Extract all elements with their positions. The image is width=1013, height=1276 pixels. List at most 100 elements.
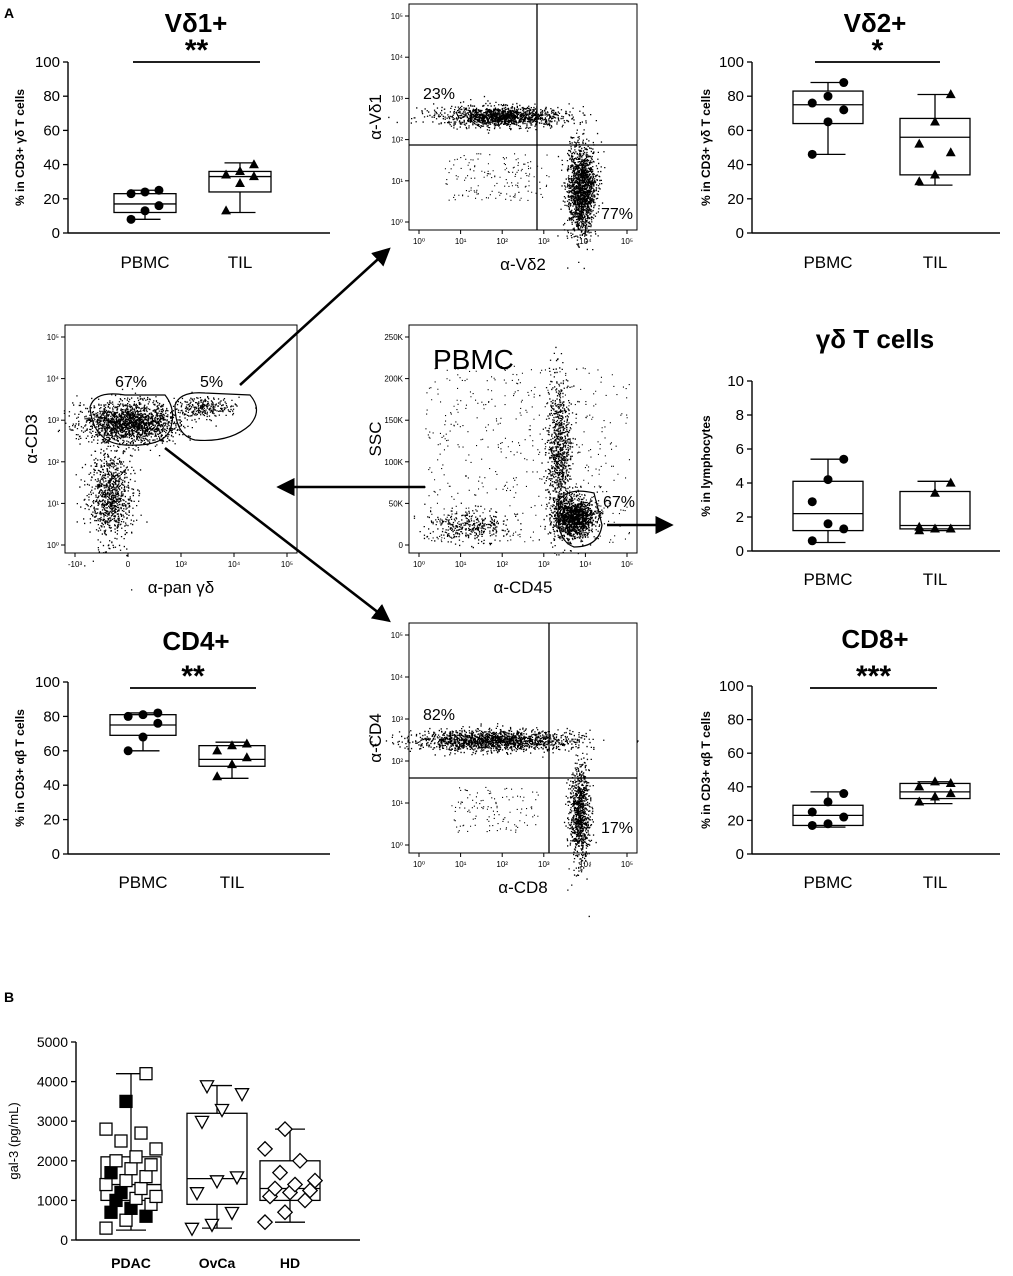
ssc-cd45-events-debris (413, 502, 556, 549)
gal3-point (104, 1166, 118, 1180)
gal3-point (134, 1126, 148, 1140)
vd1-vd2-ytick-label: 10³ (391, 94, 403, 103)
ssc-cd45-ytick-label: 50K (389, 499, 404, 508)
gal3-point (234, 1088, 250, 1103)
vd2-category-label: TIL (923, 253, 948, 272)
vd2-point (945, 89, 956, 99)
cd8-boxplot: 0 20 40 60 80 100 % in CD3+ αβ T cells CD8+ *** P… (699, 624, 1000, 892)
vd2-ylabel: % in CD3+ γδ T cells (699, 89, 713, 206)
gal3-point (139, 1209, 153, 1223)
cd8-point (945, 778, 956, 788)
cd3-pan-ytick-label: 10³ (47, 416, 59, 425)
cd4-point (212, 745, 223, 755)
panel-label-a: A (4, 5, 14, 21)
cd4-ytick-label: 20 (43, 812, 60, 829)
gd-tcells-category-label: PBMC (803, 570, 852, 589)
ssc-cd45-gate-lymph (557, 490, 603, 548)
cd3-pan-xlabel: α-pan γδ (148, 578, 215, 597)
ssc-cd45-xlabel: α-CD45 (494, 578, 553, 597)
cd3-pan-xtick-label: 10⁵ (281, 560, 293, 569)
gal3-point (184, 1222, 200, 1237)
vd1-vd2-xtick-label: 10¹ (455, 237, 467, 246)
gal3-point (99, 1122, 113, 1136)
gal3-point (291, 1152, 309, 1169)
vd2-ytick-label: 60 (727, 122, 744, 139)
cd3-pan-ytick-label: 10⁰ (47, 541, 59, 550)
vd1-vd2-ytick-label: 10⁴ (391, 53, 404, 62)
vd2-boxplot: 0 20 40 60 80 100 % in CD3+ γδ T cells Vδ2+* PBM… (699, 8, 1000, 272)
gd-tcells-ytick-label: 8 (736, 407, 744, 424)
vd1-point (154, 201, 164, 211)
cd4-title: CD4+ (162, 626, 229, 656)
gal3-point (266, 1180, 284, 1197)
gal3-boxplot: 0 1000 2000 3000 4000 5000 gal-3 (pg/mL) PDAC Ov… (6, 1034, 360, 1271)
vd2-point (823, 117, 833, 127)
gd-tcells-point (839, 524, 849, 534)
gd-tcells-point (945, 477, 956, 487)
cd4-category-label: TIL (220, 873, 245, 892)
vd1-point (140, 206, 150, 216)
vd2-point (807, 149, 817, 159)
cd8-category-label: PBMC (803, 873, 852, 892)
gd-tcells-ytick-label: 0 (736, 543, 744, 560)
vd1-ytick-label: 40 (43, 157, 60, 174)
cd3-pan-gate-cd3 (89, 393, 174, 446)
cd4-point (123, 711, 133, 721)
cd3-pan-events-cd3 (57, 388, 235, 457)
gd-tcells-ytick-label: 6 (736, 441, 744, 458)
vd2-ytick-label: 80 (727, 88, 744, 105)
cd3-pan-xtick-label: 10³ (175, 560, 187, 569)
cd3-pan-pct-gd: 5% (200, 374, 223, 391)
gal3-point (109, 1154, 123, 1168)
vd1-vd2-xtick-label: 10³ (538, 237, 550, 246)
vd2-title: Vδ2+ (844, 8, 907, 38)
vd1-ytick-label: 80 (43, 88, 60, 105)
vd1-point (235, 178, 245, 188)
ssc-cd45-events-lymph (544, 485, 609, 555)
arrow-to-vd-plot (239, 247, 391, 386)
cd3-pan-ytick-label: 10² (47, 458, 59, 467)
cd8-point (823, 819, 833, 829)
ssc-cd45-ytick-label: 250K (384, 333, 403, 342)
panel-label-b: B (4, 989, 14, 1005)
gd-tcells-category-label: TIL (923, 570, 948, 589)
vd2-ytick-label: 40 (727, 157, 744, 174)
gd-tcells-point (914, 521, 925, 531)
gal3-point (204, 1218, 220, 1233)
gal3-ytick-label: 4000 (37, 1074, 68, 1090)
cd4-cd8-ytick-label: 10¹ (391, 799, 403, 808)
cd4-boxplot: 0 20 40 60 80 100 % in CD3+ αβ T cells CD4+ ** PB… (13, 626, 330, 892)
cd8-ytick-label: 20 (727, 812, 744, 829)
cd4-point (153, 718, 163, 728)
vd1-ytick-label: 100 (35, 54, 60, 71)
gd-tcells-title: γδ T cells (816, 324, 934, 354)
cd4-cd8-pct-cd4: 82% (423, 707, 455, 724)
cd8-ytick-label: 100 (719, 678, 744, 695)
vd2-category-label: PBMC (803, 253, 852, 272)
vd1-point (154, 185, 164, 195)
vd1-vd2-ytick-label: 10² (391, 136, 403, 145)
ssc-cd45-flow-plot: 10⁰ 10¹ 10² 10³ 10⁴ 10⁵ 0 50K 100K 150K 200K 250K α-… (366, 324, 638, 597)
vd1-point (221, 169, 231, 179)
cd8-point (930, 776, 940, 786)
cd4-cd8-flow-plot: 10⁰ 10¹ 10² 10³ 10⁴ 10⁵ 10⁰ 10¹ 10² 10³ 10⁴ 10⁵ α-CD… (366, 622, 639, 918)
ssc-cd45-ytick-label: 200K (384, 375, 403, 384)
cd4-cd8-pct-cd8: 17% (601, 820, 633, 837)
cd3-pan-ylabel: α-CD3 (22, 414, 41, 464)
vd2-ytick-label: 20 (727, 191, 744, 208)
gal3-ytick-label: 3000 (37, 1113, 68, 1129)
vd1-point (249, 159, 259, 169)
cd8-point (823, 797, 833, 807)
gal3-point (149, 1189, 163, 1204)
cd4-ylabel: % in CD3+ αβ T cells (13, 709, 27, 827)
gd-tcells-ytick-label: 10 (727, 373, 744, 390)
gd-tcells-point (945, 523, 956, 533)
ssc-cd45-ytick-label: 100K (384, 458, 403, 467)
gal3-point (124, 1162, 138, 1176)
cd8-point (914, 796, 925, 806)
gal3-ytick-label: 2000 (37, 1153, 68, 1169)
cd4-cd8-events-cd4 (369, 723, 639, 758)
gal3-point (199, 1080, 215, 1095)
ssc-cd45-pct-lymph: 67% (603, 494, 635, 511)
